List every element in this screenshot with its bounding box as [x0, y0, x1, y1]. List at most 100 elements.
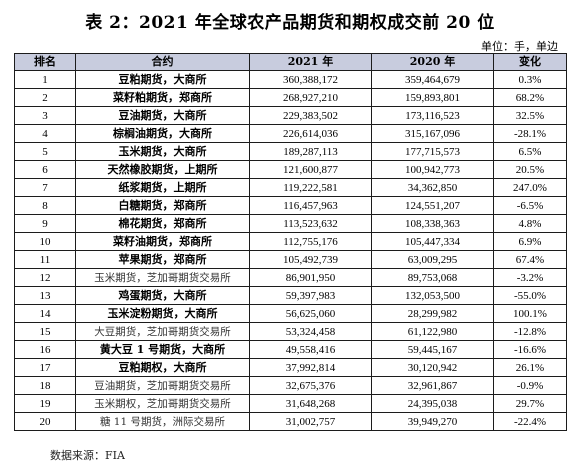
rank-cell: 18: [14, 376, 76, 395]
contract-cell: 天然橡胶期货，上期所: [75, 160, 250, 179]
rank-cell: 15: [14, 322, 76, 341]
volume-2020-cell: 39,949,270: [371, 412, 494, 431]
volume-2021-cell: 86,901,950: [249, 268, 372, 287]
table-row: 2 菜籽粕期货，郑商所 268,927,210 159,893,801 68.2%: [14, 88, 567, 107]
volume-2021-cell: 229,383,502: [249, 106, 372, 125]
rank-cell: 19: [14, 394, 76, 413]
table-header-row: 排名 合约 2021 年 2020 年 变化: [14, 53, 567, 71]
contract-cell: 大豆期货，芝加哥期货交易所: [75, 322, 250, 341]
volume-2021-cell: 31,002,757: [249, 412, 372, 431]
rank-cell: 17: [14, 358, 76, 377]
table-row: 1 豆粕期货，大商所 360,388,172 359,464,679 0.3%: [14, 70, 567, 89]
table-row: 7 纸浆期货，上期所 119,222,581 34,362,850 247.0%: [14, 178, 567, 197]
volume-2021-cell: 113,523,632: [249, 214, 372, 233]
contract-cell: 棕榈油期货，大商所: [75, 124, 250, 143]
volume-2020-cell: 359,464,679: [371, 70, 494, 89]
table-row: 19 玉米期权，芝加哥期货交易所 31,648,268 24,395,038 29.7%: [14, 394, 567, 413]
volume-2021-cell: 31,648,268: [249, 394, 372, 413]
volume-2020-cell: 177,715,573: [371, 142, 494, 161]
volume-2020-cell: 61,122,980: [371, 322, 494, 341]
rank-cell: 3: [14, 106, 76, 125]
change-cell: 20.5%: [493, 160, 567, 179]
contract-cell: 棉花期货，郑商所: [75, 214, 250, 233]
change-cell: -0.9%: [493, 376, 567, 395]
rank-cell: 14: [14, 304, 76, 323]
volume-2021-cell: 37,992,814: [249, 358, 372, 377]
table-row: 8 白糖期货，郑商所 116,457,963 124,551,207 -6.5%: [14, 196, 567, 215]
rank-cell: 4: [14, 124, 76, 143]
header-2020: 2020 年: [371, 53, 494, 71]
table-row: 20 糖 11 号期货，洲际交易所 31,002,757 39,949,270 -22.…: [14, 412, 567, 431]
rank-cell: 8: [14, 196, 76, 215]
table-row: 16 黄大豆 1 号期货，大商所 49,558,416 59,445,167 -16.6…: [14, 340, 567, 359]
change-cell: 6.9%: [493, 232, 567, 251]
table-row: 13 鸡蛋期货，大商所 59,397,983 132,053,500 -55.0%: [14, 286, 567, 305]
volume-2020-cell: 24,395,038: [371, 394, 494, 413]
source-note: 数据来源：FIA: [50, 449, 125, 462]
change-cell: 26.1%: [493, 358, 567, 377]
change-cell: -6.5%: [493, 196, 567, 215]
volume-2020-cell: 124,551,207: [371, 196, 494, 215]
volume-2021-cell: 268,927,210: [249, 88, 372, 107]
rank-cell: 5: [14, 142, 76, 161]
contract-cell: 玉米期货，大商所: [75, 142, 250, 161]
volume-2020-cell: 105,447,334: [371, 232, 494, 251]
change-cell: -55.0%: [493, 286, 567, 305]
contract-cell: 纸浆期货，上期所: [75, 178, 250, 197]
rank-cell: 9: [14, 214, 76, 233]
change-cell: 32.5%: [493, 106, 567, 125]
volume-2021-cell: 121,600,877: [249, 160, 372, 179]
table-row: 15 大豆期货，芝加哥期货交易所 53,324,458 61,122,980 -12.8…: [14, 322, 567, 341]
change-cell: 0.3%: [493, 70, 567, 89]
table-row: 3 豆油期货，大商所 229,383,502 173,116,523 32.5%: [14, 106, 567, 125]
change-cell: 100.1%: [493, 304, 567, 323]
rank-cell: 12: [14, 268, 76, 287]
header-2021: 2021 年: [249, 53, 372, 71]
volume-2020-cell: 159,893,801: [371, 88, 494, 107]
volume-2021-cell: 226,614,036: [249, 124, 372, 143]
change-cell: 6.5%: [493, 142, 567, 161]
table-row: 17 豆粕期权，大商所 37,992,814 30,120,942 26.1%: [14, 358, 567, 377]
volume-2021-cell: 59,397,983: [249, 286, 372, 305]
volume-2021-cell: 53,324,458: [249, 322, 372, 341]
rank-cell: 1: [14, 70, 76, 89]
rank-cell: 11: [14, 250, 76, 269]
change-cell: 68.2%: [493, 88, 567, 107]
header-change: 变化: [493, 53, 567, 71]
volume-2020-cell: 32,961,867: [371, 376, 494, 395]
table-row: 11 苹果期货，郑商所 105,492,739 63,009,295 67.4%: [14, 250, 567, 269]
contract-cell: 糖 11 号期货，洲际交易所: [75, 412, 250, 431]
change-cell: 29.7%: [493, 394, 567, 413]
ranking-table: 排名 合约 2021 年 2020 年 变化 1 豆粕期货，大商所 360,388,…: [14, 53, 567, 431]
table-row: 9 棉花期货，郑商所 113,523,632 108,338,363 4.8%: [14, 214, 567, 233]
change-cell: -28.1%: [493, 124, 567, 143]
contract-cell: 豆粕期货，大商所: [75, 70, 250, 89]
unit-note: 单位：手，单边: [481, 40, 558, 53]
contract-cell: 黄大豆 1 号期货，大商所: [75, 340, 250, 359]
header-rank: 排名: [14, 53, 76, 71]
rank-cell: 7: [14, 178, 76, 197]
contract-cell: 玉米淀粉期货，大商所: [75, 304, 250, 323]
rank-cell: 13: [14, 286, 76, 305]
table-body: 1 豆粕期货，大商所 360,388,172 359,464,679 0.3% 2 菜籽粕期…: [14, 70, 567, 431]
header-contract: 合约: [75, 53, 250, 71]
volume-2020-cell: 28,299,982: [371, 304, 494, 323]
table-row: 10 菜籽油期货，郑商所 112,755,176 105,447,334 6.9%: [14, 232, 567, 251]
volume-2020-cell: 59,445,167: [371, 340, 494, 359]
volume-2021-cell: 360,388,172: [249, 70, 372, 89]
volume-2021-cell: 56,625,060: [249, 304, 372, 323]
volume-2020-cell: 100,942,773: [371, 160, 494, 179]
table-row: 4 棕榈油期货，大商所 226,614,036 315,167,096 -28.1%: [14, 124, 567, 143]
change-cell: 4.8%: [493, 214, 567, 233]
volume-2021-cell: 105,492,739: [249, 250, 372, 269]
change-cell: -12.8%: [493, 322, 567, 341]
table-row: 18 豆油期货，芝加哥期货交易所 32,675,376 32,961,867 -0.9%: [14, 376, 567, 395]
volume-2020-cell: 63,009,295: [371, 250, 494, 269]
contract-cell: 豆油期货，芝加哥期货交易所: [75, 376, 250, 395]
contract-cell: 玉米期货，芝加哥期货交易所: [75, 268, 250, 287]
volume-2021-cell: 189,287,113: [249, 142, 372, 161]
change-cell: -16.6%: [493, 340, 567, 359]
table-title: 表 2：2021 年全球农产品期货和期权成交前 20 位: [85, 13, 495, 33]
table-row: 12 玉米期货，芝加哥期货交易所 86,901,950 89,753,068 -3.2%: [14, 268, 567, 287]
volume-2021-cell: 112,755,176: [249, 232, 372, 251]
